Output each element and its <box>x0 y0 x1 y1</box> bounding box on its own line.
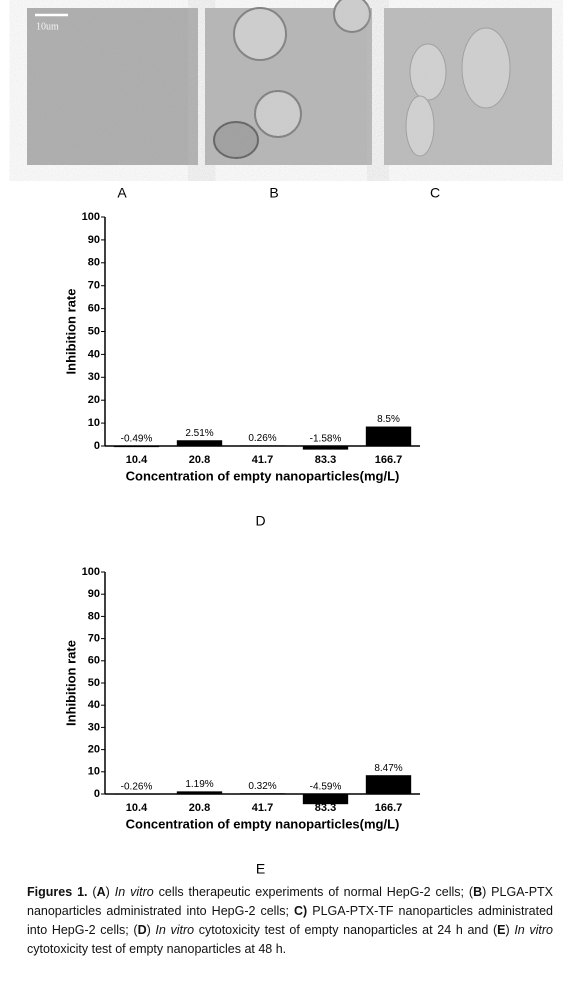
value-label: -4.59% <box>310 782 342 793</box>
value-label: 1.19% <box>185 779 213 790</box>
caption-text: ) <box>505 923 515 937</box>
caption-text: A <box>96 885 106 899</box>
caption-text: D <box>137 923 147 937</box>
figure: 10um A B C 0102030405060708090100Inhibit… <box>27 0 552 877</box>
bar <box>365 426 412 446</box>
y-tick-label: 70 <box>88 633 100 645</box>
caption-text: Figures 1. <box>27 885 88 899</box>
panel-label: B <box>269 185 278 201</box>
x-tick-label: 83.3 <box>315 454 336 466</box>
caption-text: In vitro <box>155 923 195 937</box>
y-tick-label: 30 <box>88 371 100 383</box>
y-axis-label: Inhibition rate <box>63 640 78 726</box>
caption-text: ( <box>87 885 97 899</box>
bar <box>302 794 349 805</box>
x-tick-label: 20.8 <box>189 802 210 814</box>
caption-text: PLGA-PTX-TF nanoparticles administrated … <box>27 904 553 937</box>
caption-text: In vitro <box>114 885 154 899</box>
bar <box>302 446 349 450</box>
panel-label: E <box>256 861 265 877</box>
value-label: -1.58% <box>310 434 342 445</box>
panel-label: D <box>255 513 265 529</box>
x-tick-label: 10.4 <box>126 802 148 814</box>
y-tick-label: 90 <box>88 588 100 600</box>
x-tick-label: 10.4 <box>126 454 148 466</box>
y-tick-label: 40 <box>88 699 100 711</box>
caption-text: C) <box>294 904 308 918</box>
x-axis-label: Concentration of empty nanoparticles(mg/… <box>126 816 400 831</box>
y-tick-label: 50 <box>88 325 100 337</box>
x-tick-label: 166.7 <box>375 802 403 814</box>
micrograph-texture <box>384 8 552 165</box>
caption-text: E <box>497 923 506 937</box>
value-label: 0.32% <box>248 781 276 792</box>
y-tick-label: 90 <box>88 234 100 246</box>
scale-bar-label: 10um <box>36 21 59 32</box>
y-tick-label: 30 <box>88 721 100 733</box>
y-tick-label: 10 <box>88 766 100 778</box>
x-tick-label: 41.7 <box>252 454 273 466</box>
value-label: -0.26% <box>121 782 153 793</box>
x-tick-label: 166.7 <box>375 454 403 466</box>
bar <box>239 445 286 446</box>
bar <box>176 791 223 794</box>
y-axis-label: Inhibition rate <box>63 289 78 375</box>
y-tick-label: 60 <box>88 655 100 667</box>
y-tick-label: 0 <box>94 788 100 800</box>
caption-text: B <box>473 885 483 899</box>
bar <box>239 793 286 794</box>
caption-text: ) <box>146 923 156 937</box>
y-tick-label: 80 <box>88 610 100 622</box>
value-label: -0.49% <box>121 434 153 445</box>
bar <box>113 446 160 448</box>
panel-label: C <box>430 185 440 201</box>
y-tick-label: 100 <box>82 566 100 578</box>
y-tick-label: 70 <box>88 280 100 292</box>
x-axis-label: Concentration of empty nanoparticles(mg/… <box>126 468 400 483</box>
micrograph-texture <box>205 8 372 165</box>
micrograph-texture <box>27 8 198 165</box>
caption: Figures 1. (A) In vitro cells therapeuti… <box>27 883 553 959</box>
panel-label: A <box>117 185 127 201</box>
caption-text: ) <box>105 885 115 899</box>
bar <box>365 775 412 794</box>
caption-text: cytotoxicity test of empty nanoparticles… <box>27 942 287 956</box>
value-label: 8.5% <box>377 414 400 425</box>
caption-text: In vitro <box>514 923 554 937</box>
y-tick-label: 50 <box>88 677 100 689</box>
y-tick-label: 0 <box>94 440 100 452</box>
bar <box>176 440 223 446</box>
y-tick-label: 60 <box>88 303 100 315</box>
caption-text: cytotoxicity test of empty nanoparticles… <box>194 923 498 937</box>
y-tick-label: 100 <box>82 211 100 223</box>
y-tick-label: 40 <box>88 348 100 360</box>
caption-text: cells therapeutic experiments of normal … <box>153 885 474 899</box>
bar <box>113 794 160 795</box>
value-label: 0.26% <box>248 433 276 444</box>
value-label: 2.51% <box>185 428 213 439</box>
caption-text: ) PLGA-PTX nanoparticles administrated i… <box>27 885 554 918</box>
x-tick-label: 41.7 <box>252 802 273 814</box>
y-tick-label: 20 <box>88 744 100 756</box>
value-label: 8.47% <box>374 763 402 774</box>
x-tick-label: 83.3 <box>315 802 336 814</box>
x-tick-label: 20.8 <box>189 454 210 466</box>
y-tick-label: 80 <box>88 257 100 269</box>
y-tick-label: 20 <box>88 394 100 406</box>
y-tick-label: 10 <box>88 417 100 429</box>
